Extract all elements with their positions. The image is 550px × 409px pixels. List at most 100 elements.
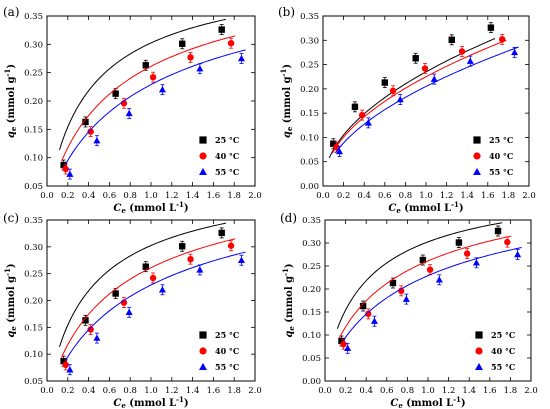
- fit-curve: [328, 38, 496, 159]
- x-axis-label-unit: (mmol L: [401, 203, 451, 214]
- y-tick-label: 0.25: [300, 61, 319, 71]
- x-tick-label: 0.0: [40, 191, 54, 201]
- data-point: [426, 266, 434, 273]
- series-55C: 55 °C: [343, 246, 522, 372]
- y-axis-label-sub: e: [285, 126, 294, 131]
- legend-label: 40 °C: [491, 346, 515, 356]
- x-tick-label: 1.4: [460, 191, 474, 201]
- x-axis-label-unit: (mmol L: [126, 398, 176, 409]
- data-point: [158, 286, 166, 293]
- x-tick-label: 0.6: [103, 386, 117, 396]
- data-point: [237, 54, 245, 62]
- x-axis-label-sub: e: [121, 206, 126, 215]
- y-axis-label-close: ): [284, 263, 295, 268]
- legend-label: 55 °C: [215, 167, 239, 177]
- legend-label: 25 °C: [489, 135, 513, 145]
- x-tick-label: 1.6: [483, 386, 497, 396]
- x-axis-label-main: C: [113, 398, 121, 409]
- data-point: [158, 85, 166, 93]
- y-axis-label: qe (mmol g-1): [279, 64, 294, 138]
- y-axis-label: qe (mmol g-1): [281, 263, 296, 337]
- data-point: [196, 65, 204, 72]
- data-point: [60, 357, 67, 365]
- data-point: [487, 24, 495, 31]
- x-tick-label: 1.2: [165, 386, 179, 396]
- fit-curve: [334, 46, 519, 154]
- panel-a: (a) 0.0 0.2 0.4 0.6 0.8 1.0 1.2 1.4 1.6 1.8 2.0 0.05…: [3, 5, 262, 215]
- data-point: [142, 263, 149, 270]
- y-tick-label: 0.20: [24, 297, 43, 307]
- x-axis-label-sup: -1: [176, 395, 184, 404]
- y-tick-label: 0.35: [24, 216, 43, 226]
- legend-label: 55 °C: [215, 362, 239, 372]
- legend-marker: [475, 347, 483, 355]
- fit-curve: [338, 235, 512, 339]
- data-point: [466, 57, 474, 64]
- data-point: [511, 48, 519, 56]
- data-point: [381, 79, 388, 86]
- x-axis-label-close: ): [184, 203, 189, 214]
- legend-marker: [199, 136, 207, 144]
- data-point: [359, 302, 367, 310]
- series-25C: 25 °C: [336, 222, 515, 347]
- x-tick-label: 0.4: [357, 191, 371, 201]
- data-point: [125, 109, 133, 117]
- y-tick-label: 0.35: [302, 216, 321, 226]
- x-tick-label: 2.0: [248, 386, 262, 396]
- data-point: [455, 239, 463, 246]
- x-tick-label: 0.6: [380, 386, 394, 396]
- data-point: [179, 243, 186, 250]
- data-point: [494, 227, 502, 235]
- y-tick-label: 0.35: [24, 12, 43, 22]
- data-point: [463, 250, 471, 257]
- legend-label: 55 °C: [491, 362, 515, 372]
- x-tick-label: 0.0: [40, 386, 54, 396]
- data-point: [93, 334, 101, 341]
- y-tick-label: 0.20: [24, 97, 43, 107]
- y-tick-label: 0.15: [302, 308, 321, 318]
- x-tick-label: 0.8: [123, 386, 137, 396]
- y-tick-label: 0.30: [24, 243, 43, 253]
- data-point: [412, 55, 419, 62]
- legend-label: 25 °C: [215, 135, 239, 145]
- x-tick-label: 1.0: [144, 191, 158, 201]
- x-axis-label-sup: -1: [176, 200, 184, 209]
- x-tick-label: 0.8: [399, 191, 413, 201]
- data-point: [87, 128, 94, 135]
- legend-marker: [475, 362, 483, 371]
- data-point: [66, 366, 74, 373]
- x-tick-label: 0.2: [337, 191, 351, 201]
- x-axis-label-main: C: [113, 203, 121, 214]
- y-axis-label: qe (mmol g-1): [3, 64, 18, 138]
- x-tick-label: 0.4: [82, 191, 96, 201]
- panel-c: (c) 0.0 0.2 0.4 0.6 0.8 1.0 1.2 1.4 1.6 1.8 2.0 0.05…: [3, 211, 262, 409]
- data-point: [227, 40, 235, 47]
- legend-marker: [473, 136, 481, 144]
- y-tick-label: 0.30: [24, 40, 43, 50]
- x-tick-label: 1.0: [421, 386, 435, 396]
- x-axis-label-main: C: [388, 203, 396, 214]
- data-point: [514, 250, 522, 258]
- data-point: [187, 54, 194, 61]
- legend-label: 40 °C: [489, 151, 513, 161]
- x-tick-label: 2.0: [524, 386, 538, 396]
- fit-curve: [331, 39, 507, 154]
- data-point: [448, 36, 455, 43]
- fit-curve: [65, 49, 246, 165]
- data-point: [149, 74, 157, 81]
- y-axis-label-unit: (mmol g: [6, 276, 17, 326]
- y-tick-label: 0.00: [302, 377, 321, 387]
- data-point: [218, 26, 225, 33]
- data-point: [330, 140, 337, 147]
- data-point: [364, 119, 372, 126]
- y-tick-label: 0.25: [24, 69, 43, 79]
- data-point: [62, 361, 69, 369]
- data-point: [149, 274, 157, 282]
- data-point: [82, 118, 89, 126]
- series-55C: 55 °C: [334, 46, 519, 177]
- y-axis-label-main: q: [282, 131, 293, 138]
- legend-label: 25 °C: [491, 330, 515, 340]
- x-tick-label: 2.0: [248, 191, 262, 201]
- x-axis-label-sub: e: [398, 401, 403, 409]
